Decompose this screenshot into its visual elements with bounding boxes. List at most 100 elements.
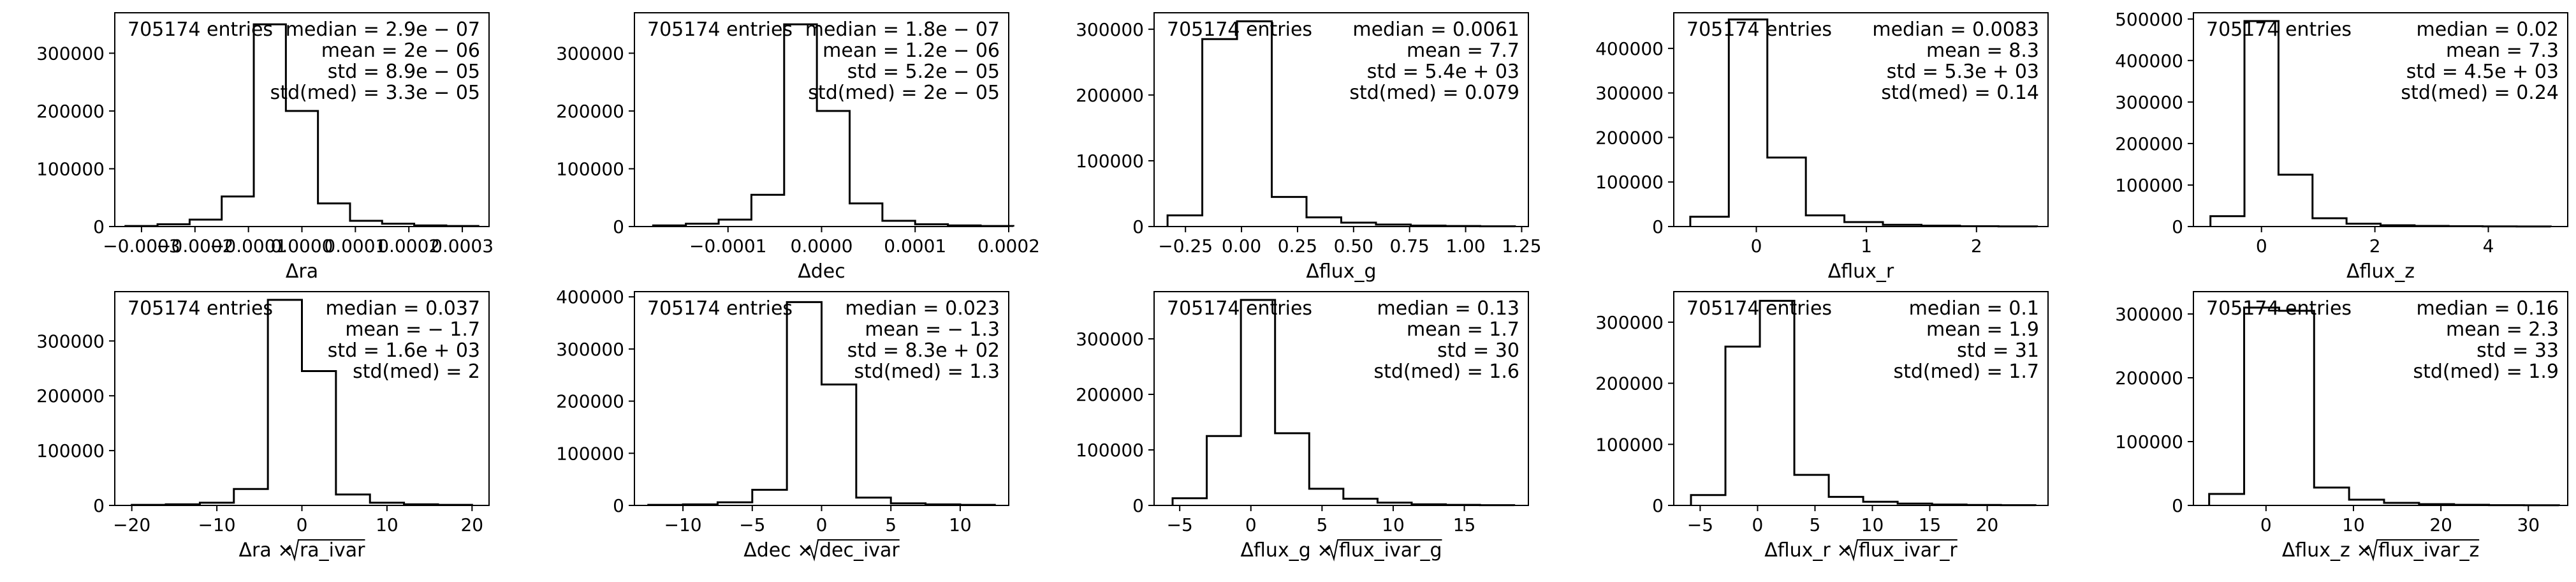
histogram-bar	[822, 384, 856, 505]
stats-annotation: std = 30	[1437, 340, 1519, 362]
stats-annotation: mean = − 1.3	[865, 318, 1000, 341]
stats-annotation: std(med) = 3.3e − 05	[270, 82, 480, 104]
y-tick-label: 200000	[556, 391, 624, 412]
entries-annotation: 705174 entries	[1167, 297, 1312, 320]
histogram-bar	[1760, 301, 1794, 505]
sqrt-radical-sign	[1845, 539, 1958, 562]
histogram-bar	[856, 498, 891, 505]
x-axis-label: Δflux_g × flux_ivar_g	[1241, 539, 1442, 562]
y-tick-label: 100000	[2115, 175, 2183, 196]
histogram-bar	[751, 195, 784, 227]
y-tick-label: 200000	[2115, 133, 2183, 154]
histogram-bar	[1306, 218, 1341, 227]
x-tick-label: 0.0000	[791, 235, 853, 257]
x-axis-label-main: Δdec ×	[743, 539, 819, 562]
sqrt-radical-sign	[1326, 539, 1442, 562]
y-tick-label: 300000	[2115, 92, 2183, 113]
histogram-bar	[2314, 488, 2349, 505]
stats-annotation: mean = 1.7	[1407, 318, 1519, 341]
stats-annotation: median = 0.037	[325, 297, 480, 320]
y-tick-label: 0	[613, 495, 624, 516]
histogram-steps	[652, 23, 1014, 227]
x-tick-label: 0	[1751, 235, 1762, 257]
x-tick-label: 0	[2256, 235, 2267, 257]
stats-annotation: std(med) = 2	[353, 361, 480, 383]
y-tick-label: 200000	[36, 101, 105, 122]
x-tick-label: 10	[949, 514, 972, 535]
x-tick-label: −10	[664, 514, 702, 535]
histogram-bar	[2211, 216, 2244, 227]
stats-annotation: median = 0.1	[1909, 297, 2039, 320]
subplot-6: −20 −10 0 10 20 0 100000 200000 300000 Δra × ra_i…	[36, 291, 490, 562]
x-axis-label-main: Δra ×	[239, 539, 300, 562]
axes-frame	[2193, 291, 2568, 506]
x-tick-label: 0	[816, 514, 828, 535]
subplot-4: 0 1 2 0 100000 200000 300000 400000 Δflux_r 70517…	[1595, 12, 2049, 283]
x-tick-label: 1.25	[1502, 235, 1541, 257]
subplot-1: −0.0003−0.0002−0.00010.00000.00010.00020…	[36, 12, 494, 283]
histogram-bar	[1729, 19, 1767, 227]
y-tick-label: 200000	[1595, 127, 1664, 148]
stats-annotation: std(med) = 0.14	[1881, 82, 2039, 104]
x-axis-label: Δra	[286, 260, 318, 283]
stats-annotation: mean = 2e − 06	[321, 40, 480, 62]
histogram-bar	[286, 111, 318, 227]
stats-annotation: mean = 1.2e − 06	[823, 40, 1000, 62]
histogram-bar	[1167, 215, 1202, 227]
x-axis-label-main: Δflux_z ×	[2282, 539, 2378, 562]
y-tick-label: 100000	[556, 443, 624, 464]
y-tick-label: 100000	[1595, 434, 1664, 455]
y-tick-label: 200000	[556, 101, 624, 122]
subplot-9: −5 0 5 10 15 20 0 100000 200000 300000 Δflux_r × f…	[1595, 291, 2049, 562]
x-tick-label: 0	[2260, 514, 2272, 535]
histogram-bar	[1829, 497, 1863, 505]
y-tick-label: 0	[93, 495, 105, 516]
x-tick-label: 20	[460, 514, 483, 535]
stats-annotation: std = 33	[2477, 340, 2559, 362]
histogram-bar	[318, 204, 350, 227]
x-tick-label: 0.50	[1334, 235, 1373, 257]
x-tick-label: −20	[113, 514, 150, 535]
histogram-steps	[131, 299, 473, 506]
y-tick-label: 0	[1652, 495, 1664, 516]
histogram-bar	[2209, 494, 2244, 505]
y-tick-label: 300000	[1076, 329, 1144, 350]
y-tick-label: 300000	[36, 331, 105, 352]
x-tick-label: 0	[1752, 514, 1764, 535]
x-tick-label: 0	[1245, 514, 1257, 535]
histogram-bar	[850, 204, 882, 227]
y-tick-label: 0	[613, 216, 624, 237]
stats-annotation: mean = − 1.7	[345, 318, 480, 341]
y-tick-label: 100000	[1595, 172, 1664, 193]
x-tick-label: 4	[2483, 235, 2494, 257]
x-tick-label: 2	[2369, 235, 2381, 257]
x-axis-label: Δflux_r × flux_ivar_r	[1764, 539, 1958, 562]
axes-frame	[1673, 12, 2049, 227]
histogram-bar	[719, 220, 751, 227]
y-tick-label: 0	[93, 216, 105, 237]
x-tick-label: −0.25	[1158, 235, 1213, 257]
stats-annotation: std = 5.2e − 05	[847, 61, 1000, 83]
x-axis-label-radicand: flux_ivar_z	[2378, 539, 2479, 562]
histogram-steps	[647, 301, 996, 506]
stats-annotation: std(med) = 1.7	[1894, 361, 2040, 383]
sqrt-radical-sign	[286, 539, 365, 562]
x-tick-label: 0.0002	[977, 235, 1040, 257]
x-axis-label: Δflux_z	[2346, 260, 2415, 283]
x-tick-label: −0.0001	[689, 235, 766, 257]
x-tick-label: 15	[1919, 514, 1942, 535]
stats-annotation: median = 1.8e − 07	[805, 19, 1000, 41]
histogram-bar	[1275, 433, 1310, 505]
histogram-bar	[1806, 216, 1844, 227]
histogram-bar	[1690, 217, 1729, 227]
entries-annotation: 705174 entries	[2206, 19, 2352, 41]
axes-frame	[2193, 12, 2568, 227]
y-tick-label: 500000	[2115, 9, 2183, 30]
histogram-bar	[1272, 197, 1306, 227]
x-axis-label-main: Δflux_g ×	[1241, 539, 1339, 562]
stats-annotation: median = 0.16	[2417, 297, 2559, 320]
histogram-bar	[254, 24, 286, 227]
entries-annotation: 705174 entries	[128, 297, 273, 320]
subplot-8: −5 0 5 10 15 0 100000 200000 300000 Δflux_g × flu…	[1076, 291, 1529, 562]
x-tick-label: 2	[1971, 235, 1982, 257]
